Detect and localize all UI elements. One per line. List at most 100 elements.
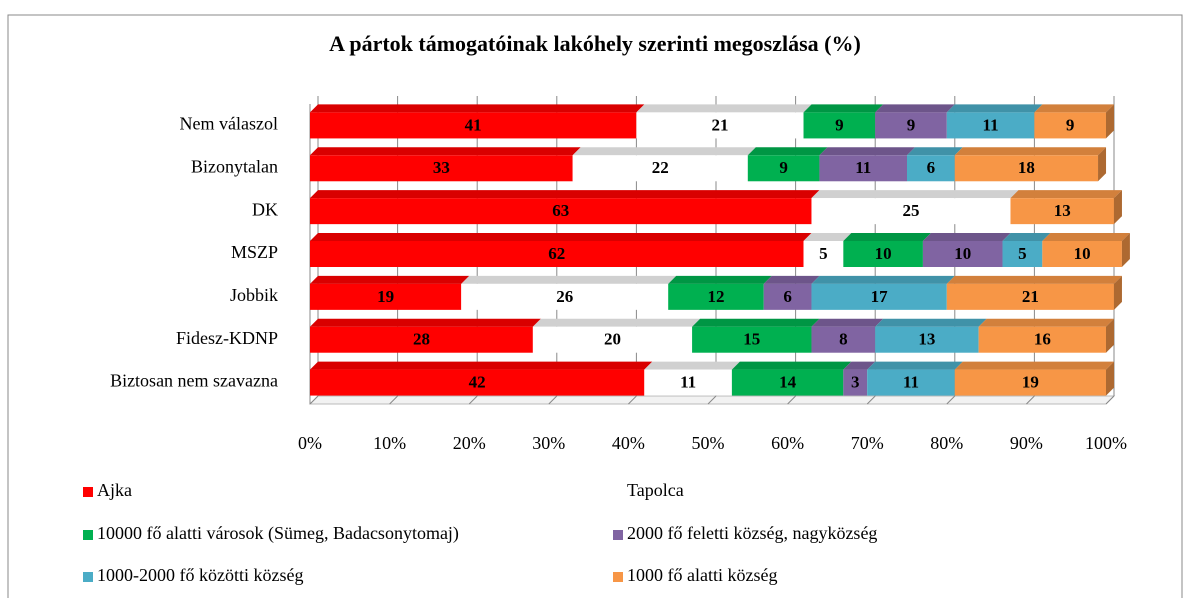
- bar-top: [692, 318, 820, 327]
- bar-top: [954, 147, 1107, 156]
- bar-side: [1113, 275, 1122, 310]
- bar: [954, 155, 1099, 182]
- bar: [922, 241, 1003, 267]
- grid-line-floor: [628, 395, 637, 405]
- data-label: 19: [377, 287, 394, 306]
- data-label: 42: [469, 372, 486, 391]
- bar-top: [819, 147, 915, 156]
- data-label: 5: [819, 244, 828, 263]
- data-label: 22: [652, 158, 669, 177]
- bar: [310, 155, 573, 182]
- data-label: 13: [1054, 201, 1071, 220]
- grid-line-floor: [787, 395, 796, 405]
- legend-label: 2000 fő feletti község, nagyközség: [627, 523, 877, 543]
- bar-top: [978, 318, 1114, 327]
- bar-top: [803, 233, 852, 241]
- bar-top: [811, 275, 955, 284]
- bar: [692, 326, 812, 353]
- y-tick-label: Biztosan nem szavazna: [110, 371, 278, 391]
- bar: [763, 283, 812, 310]
- data-label: 62: [548, 244, 565, 263]
- bar-top: [946, 104, 1043, 113]
- bar: [811, 198, 1011, 225]
- bar-top: [310, 147, 581, 156]
- bar-top: [875, 318, 987, 327]
- data-label: 18: [1018, 158, 1035, 177]
- bar-top: [310, 190, 820, 199]
- data-label: 8: [839, 330, 848, 349]
- bar-side: [1113, 190, 1122, 225]
- legend-marker: [83, 572, 93, 582]
- bar: [310, 112, 637, 139]
- bar-top: [843, 361, 876, 370]
- bar-top: [803, 104, 884, 113]
- bar-side: [1106, 104, 1114, 139]
- data-label: 10: [1074, 244, 1091, 263]
- data-label: 13: [918, 330, 935, 349]
- data-label: 19: [1022, 372, 1039, 391]
- bar: [867, 369, 955, 396]
- grid-line-floor: [389, 395, 398, 405]
- bar: [636, 112, 804, 139]
- legend-label: 1000-2000 fő közötti község: [97, 565, 303, 585]
- bar: [954, 369, 1106, 396]
- x-tick-label: 0%: [298, 433, 322, 453]
- bar: [803, 112, 876, 139]
- x-tick-label: 90%: [1010, 433, 1043, 453]
- x-tick-label: 40%: [612, 433, 645, 453]
- y-tick-label: Jobbik: [230, 285, 278, 305]
- bar-top: [875, 104, 955, 113]
- bar: [907, 155, 955, 182]
- bar: [1042, 241, 1122, 267]
- bar: [946, 283, 1114, 310]
- bar: [310, 241, 804, 267]
- bar-top: [572, 147, 756, 156]
- data-label: 10: [954, 244, 971, 263]
- bar: [875, 112, 947, 139]
- data-label: 3: [851, 372, 860, 391]
- y-tick-label: Bizonytalan: [191, 156, 278, 176]
- data-label: 16: [1034, 330, 1051, 349]
- legend-marker: [83, 530, 93, 540]
- legend-marker: [613, 530, 623, 540]
- bar-top: [1042, 233, 1130, 241]
- bar: [310, 198, 812, 225]
- data-label: 5: [1018, 244, 1027, 263]
- bar: [978, 326, 1106, 353]
- data-label: 14: [779, 372, 797, 391]
- x-tick-label: 20%: [453, 433, 486, 453]
- data-label: 63: [552, 201, 569, 220]
- bar-top: [954, 361, 1114, 370]
- x-tick-label: 60%: [771, 433, 804, 453]
- legend-marker: [613, 572, 623, 582]
- x-tick-label: 100%: [1085, 433, 1127, 453]
- legend-marker: [613, 487, 623, 497]
- data-label: 21: [711, 115, 728, 134]
- bar-top: [461, 275, 677, 284]
- bar: [1010, 198, 1114, 225]
- bar-top: [843, 233, 931, 241]
- bar: [803, 241, 844, 267]
- data-label: 11: [983, 115, 999, 134]
- bar: [572, 155, 748, 182]
- data-label: 11: [855, 158, 871, 177]
- bar-top: [731, 361, 852, 370]
- bar: [310, 283, 462, 310]
- bar: [310, 326, 533, 353]
- bar: [843, 369, 868, 396]
- bar: [1034, 112, 1106, 139]
- grid-line-floor: [946, 395, 956, 405]
- y-tick-label: DK: [252, 199, 278, 219]
- bar-side: [1098, 147, 1107, 182]
- bar-top: [867, 361, 963, 370]
- legend-label: 1000 fő alatti község: [627, 565, 777, 585]
- bar-side: [1106, 318, 1114, 353]
- bar-top: [310, 233, 812, 241]
- x-tick-label: 50%: [692, 433, 725, 453]
- data-label: 20: [604, 330, 621, 349]
- bar-top: [644, 361, 740, 370]
- bar-top: [310, 361, 653, 370]
- bar-top: [1034, 104, 1114, 113]
- bar: [747, 155, 820, 182]
